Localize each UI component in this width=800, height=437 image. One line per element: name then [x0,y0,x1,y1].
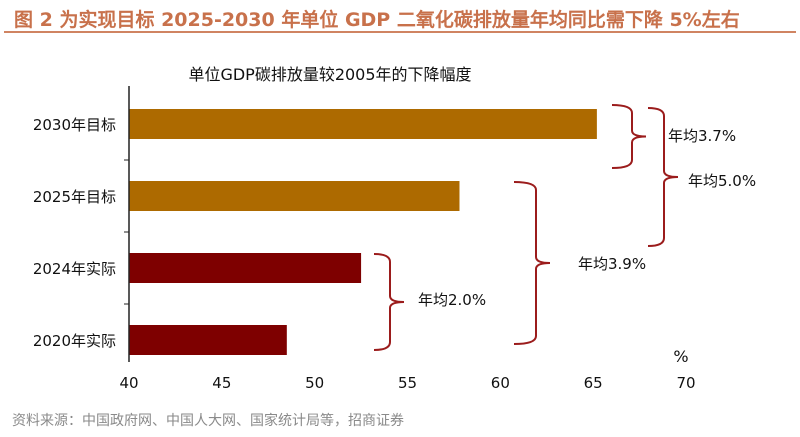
bar-3 [129,325,287,355]
category-label: 2020年实际 [33,332,116,350]
title-divider [4,31,796,33]
x-tick-label: 70 [676,374,695,392]
x-tick-label: 40 [119,374,138,392]
bar-0 [129,109,597,139]
chart-title: 单位GDP碳排放量较2005年的下降幅度 [188,65,471,84]
annotation-label: 年均5.0% [688,172,756,190]
figure-title: 图 2 为实现目标 2025-2030 年单位 GDP 二氧化碳排放量年均同比需… [14,9,740,31]
x-tick-label: 55 [398,374,417,392]
x-tick-label: 50 [305,374,324,392]
x-tick-label: 45 [212,374,231,392]
category-label: 2024年实际 [33,260,116,278]
annotation-label: 年均2.0% [418,291,486,309]
category-label: 2030年目标 [33,116,116,134]
brace-0 [611,104,647,169]
brace-3 [373,253,405,351]
source-note: 资料来源：中国政府网、中国人大网、国家统计局等，招商证券 [12,413,404,429]
brace-1 [647,107,679,247]
bar-1 [129,181,460,211]
category-label: 2025年目标 [33,188,116,206]
x-tick-label: 65 [584,374,603,392]
x-tick-label: 60 [491,374,510,392]
annotation-label: 年均3.9% [578,255,646,273]
bar-chart: 单位GDP碳排放量较2005年的下降幅度 年均3.7% 年均5.0% 年均3.9% 年… [33,65,756,392]
annotation-label: 年均3.7% [668,127,736,145]
brace-2 [513,181,551,345]
unit-label: % [673,347,688,366]
bar-2 [129,253,362,283]
